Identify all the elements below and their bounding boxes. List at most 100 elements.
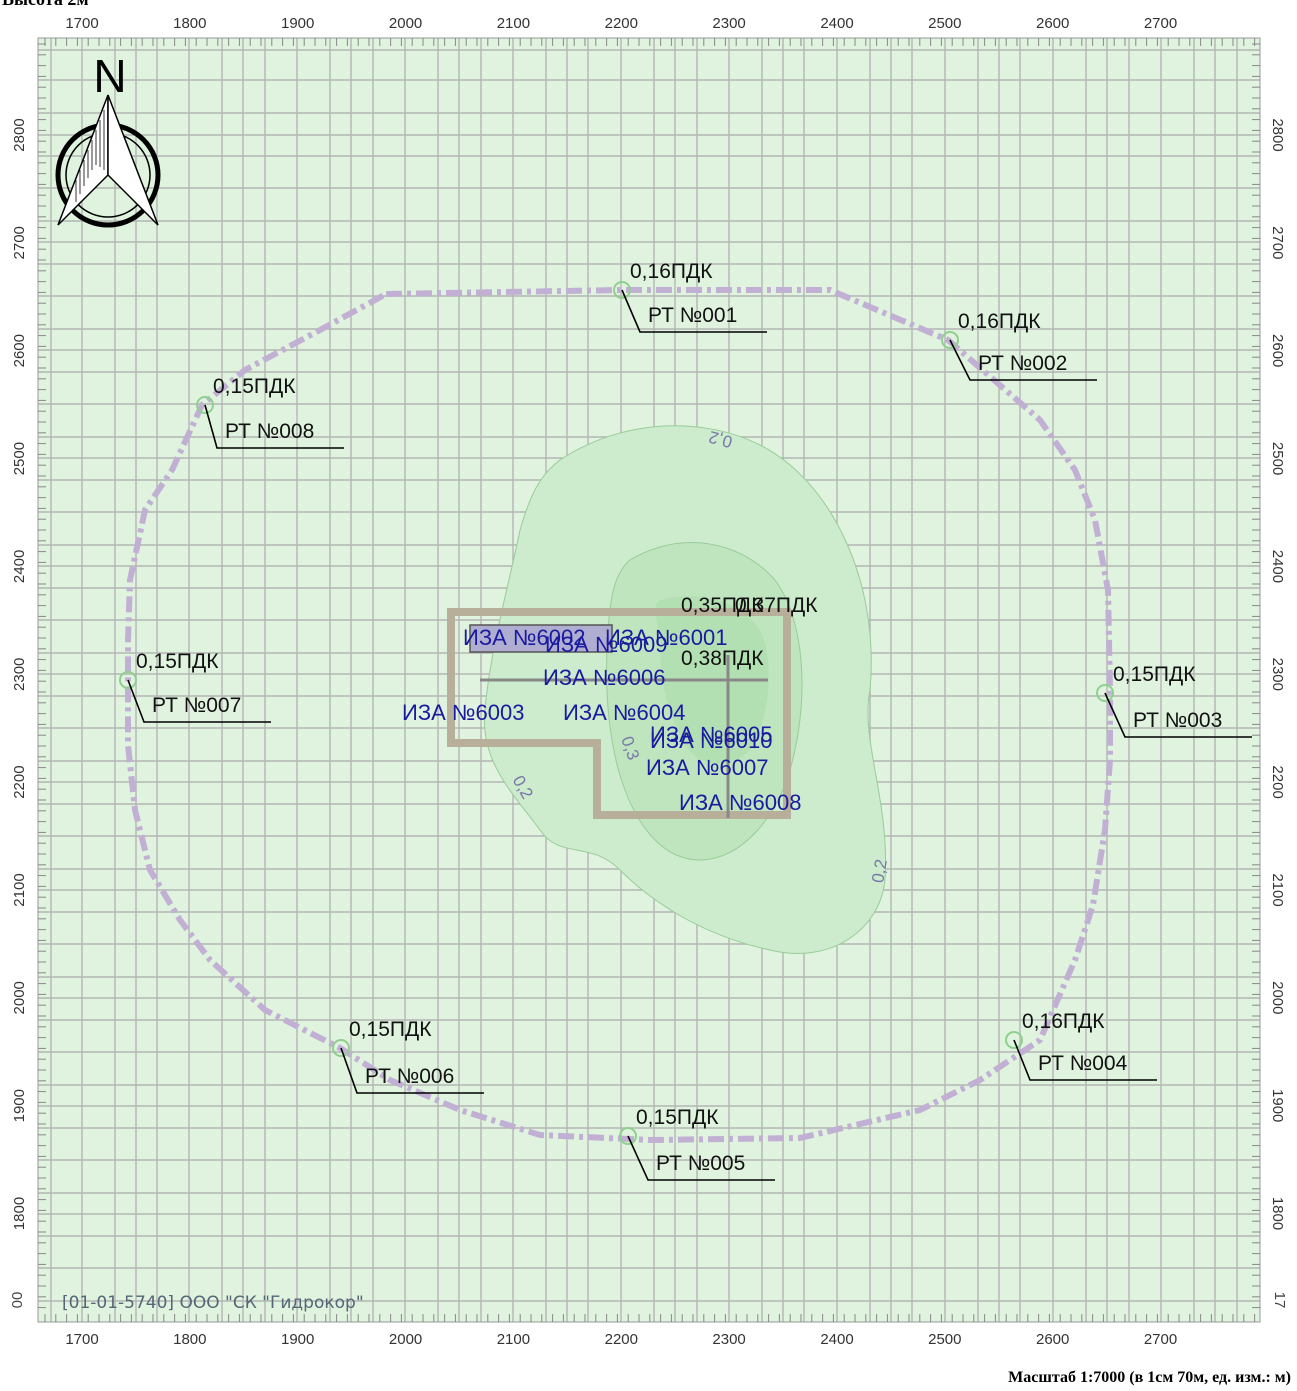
- x-axis-label-bottom: 2600: [1036, 1331, 1069, 1348]
- point-marker: [1096, 684, 1114, 702]
- point-label: РТ №008: [225, 420, 314, 443]
- edge-labels: 00 17: [9, 1292, 1288, 1309]
- y-axis-label-left: 2100: [11, 873, 28, 906]
- calc-point-rt002[interactable]: 0,16ПДК РТ №002: [941, 310, 1097, 381]
- point-marker: [613, 281, 631, 299]
- source-label: ИЗА №6002: [463, 625, 585, 650]
- y-axis-label-left: 2500: [11, 442, 28, 475]
- point-marker: [196, 396, 214, 414]
- x-axis-label-top: 2100: [497, 15, 530, 32]
- y-axis-label-right: 2400: [1269, 550, 1286, 583]
- calculation-points: 0,16ПДК РТ №001 0,16ПДК РТ №002 0,15ПДК РТ №0…: [119, 260, 1252, 1181]
- y-axis-label-left: 1800: [11, 1197, 28, 1230]
- y-axis-label-left: 2800: [11, 118, 28, 151]
- leader-line: [204, 404, 344, 449]
- site-outline: [447, 608, 791, 819]
- company-label: [01-01-5740] ООО "СК "Гидрокор": [62, 1293, 364, 1313]
- y-axis-label-right: 2000: [1269, 981, 1286, 1014]
- point-value: 0,15ПДК: [1113, 663, 1196, 686]
- point-value: 0,16ПДК: [1022, 1010, 1105, 1033]
- y-axis-label-left: 2600: [11, 334, 28, 367]
- x-axis-label-top: 1900: [281, 15, 314, 32]
- y-axis-label-right: 2600: [1269, 334, 1286, 367]
- point-marker: [619, 1127, 637, 1145]
- leader-line: [627, 1135, 775, 1181]
- x-axis-label-bottom: 1800: [173, 1331, 206, 1348]
- leader-line: [127, 679, 271, 723]
- sanitary-zone-boundary: [125, 287, 1113, 1144]
- leader-line: [340, 1047, 484, 1094]
- x-axis-label-bottom: 2000: [389, 1331, 422, 1348]
- x-axis-label-top: 1700: [65, 15, 98, 32]
- concentration-contours: [483, 425, 887, 954]
- source-label: ИЗА №6009: [545, 632, 667, 657]
- source-label: ИЗА №6010: [650, 728, 772, 753]
- y-axis-label-right: 2300: [1269, 658, 1286, 691]
- y-axis-label-left: 1900: [11, 1089, 28, 1122]
- inner-value: 0,35ПДК: [681, 594, 764, 617]
- contour-label: 0,2: [868, 858, 891, 885]
- calc-point-rt008[interactable]: 0,15ПДК РТ №008: [196, 375, 344, 449]
- inner-value: 0,37ПДК: [735, 594, 818, 617]
- y-axis-label-right: 2700: [1269, 226, 1286, 259]
- x-axis-label-bottom: 2300: [712, 1331, 745, 1348]
- y-axis-labels: 2800 2800 2700 2700 2600 2600 2500 2500 2400 2400…: [11, 118, 1286, 1230]
- point-marker: [1005, 1031, 1023, 1049]
- industrial-site: [447, 608, 791, 819]
- point-label: РТ №003: [1133, 709, 1222, 732]
- calc-point-rt005[interactable]: 0,15ПДК РТ №005: [619, 1106, 775, 1181]
- point-label: РТ №005: [656, 1152, 745, 1175]
- leader-line: [949, 339, 1097, 381]
- point-label: РТ №002: [978, 352, 1067, 375]
- x-axis-label-bottom: 2200: [605, 1331, 638, 1348]
- ruler-ticks: [38, 38, 1260, 1322]
- point-label: РТ №004: [1038, 1052, 1128, 1075]
- point-value: 0,16ПДК: [630, 260, 713, 283]
- inner-values: 0,35ПДК 0,37ПДК 0,38ПДК: [681, 594, 818, 670]
- calc-point-rt004[interactable]: 0,16ПДК РТ №004: [1005, 1010, 1157, 1081]
- point-label: РТ №007: [152, 694, 241, 717]
- x-axis-label-top: 2500: [928, 15, 961, 32]
- x-axis-label-top: 2000: [389, 15, 422, 32]
- source-label: ИЗА №6004: [563, 700, 685, 725]
- map-frame: [37, 37, 1261, 1323]
- y-axis-label-right: 1900: [1269, 1089, 1286, 1122]
- point-label: РТ №006: [365, 1065, 454, 1088]
- y-edge-label-left: 00: [9, 1292, 26, 1309]
- calc-point-rt003[interactable]: 0,15ПДК РТ №003: [1096, 663, 1252, 738]
- y-axis-label-right: 2500: [1269, 442, 1286, 475]
- x-axis-label-top: 2700: [1144, 15, 1177, 32]
- leader-line: [621, 289, 767, 333]
- x-axis-label-top: 2300: [712, 15, 745, 32]
- y-axis-label-right: 2200: [1269, 765, 1286, 798]
- point-value: 0,15ПДК: [136, 650, 219, 673]
- source-label: ИЗА №6006: [543, 665, 665, 690]
- point-value: 0,15ПДК: [213, 375, 296, 398]
- leader-line: [1013, 1039, 1157, 1081]
- y-axis-label-left: 2700: [11, 226, 28, 259]
- scale-label: Масштаб 1:7000 (в 1см 70м, ед. изм.: м): [1008, 1369, 1291, 1386]
- y-edge-label-right: 17: [1271, 1292, 1288, 1309]
- x-axis-label-bottom: 2100: [497, 1331, 530, 1348]
- source-label: ИЗА №6001: [605, 625, 727, 650]
- calc-point-rt006[interactable]: 0,15ПДК РТ №006: [332, 1018, 484, 1094]
- point-label: РТ №001: [648, 304, 737, 327]
- x-axis-labels: 1700 1700 1800 1800 1900 1900 2000 2000 2100 2100…: [65, 15, 1177, 1348]
- point-marker: [332, 1039, 350, 1057]
- inner-value: 0,38ПДК: [681, 647, 764, 670]
- calc-point-rt007[interactable]: 0,15ПДК РТ №007: [119, 650, 271, 723]
- x-axis-label-bottom: 2700: [1144, 1331, 1177, 1348]
- leader-line: [1104, 692, 1252, 738]
- x-axis-label-bottom: 1700: [65, 1331, 98, 1348]
- north-arrow-icon: N: [55, 50, 161, 228]
- calc-point-rt001[interactable]: 0,16ПДК РТ №001: [613, 260, 767, 333]
- emission-sources: ИЗА №6002 ИЗА №6001 ИЗА №6009 ИЗА №6006 …: [402, 625, 801, 815]
- source-label: ИЗА №6005: [650, 722, 772, 747]
- y-axis-label-left: 2000: [11, 981, 28, 1014]
- source-label: ИЗА №6008: [679, 790, 801, 815]
- x-axis-label-bottom: 2500: [928, 1331, 961, 1348]
- map-title: Высота 2м: [2, 0, 89, 10]
- north-label: N: [93, 50, 126, 102]
- x-axis-label-top: 2400: [820, 15, 853, 32]
